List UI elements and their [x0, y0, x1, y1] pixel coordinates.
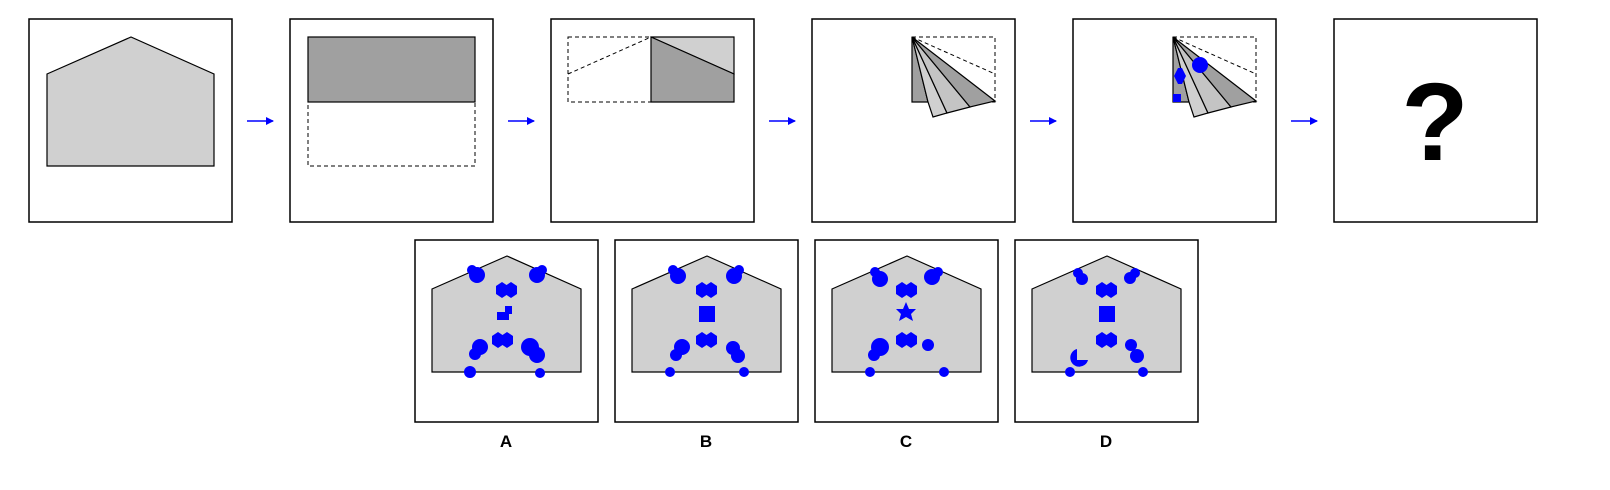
- option-d-holes: [1065, 268, 1148, 377]
- punch-hole-circle: [1192, 57, 1208, 73]
- punch-hole-square: [1173, 94, 1181, 102]
- question-mark: ?: [1401, 61, 1468, 184]
- question-frame: [1333, 18, 1538, 223]
- punch-hole-hexagon: [1174, 68, 1186, 84]
- fold-line: [1172, 36, 1257, 75]
- option-c-label: C: [900, 432, 912, 451]
- step-5-panel: [1072, 18, 1277, 223]
- question-panel: ?: [1333, 18, 1538, 223]
- paper-folded-half: [307, 36, 476, 103]
- option-b-holes: [665, 265, 749, 377]
- step-3-panel: [550, 18, 755, 223]
- option-d-label: D: [1100, 432, 1112, 451]
- option-a-holes: [464, 265, 547, 378]
- step-2-panel: [289, 18, 494, 223]
- paper-unfolded: [46, 36, 215, 167]
- option-a[interactable]: A: [414, 239, 599, 451]
- option-a-label: A: [500, 432, 512, 451]
- fold-line: [911, 36, 996, 75]
- option-b-label: B: [700, 432, 712, 451]
- option-c[interactable]: C: [814, 239, 999, 451]
- option-c-holes: [865, 267, 949, 377]
- fan-segment-4: [911, 36, 997, 108]
- fold-outline: [307, 101, 476, 167]
- option-b[interactable]: B: [614, 239, 799, 451]
- option-d[interactable]: D: [1014, 239, 1199, 451]
- step-4-panel: [811, 18, 1016, 223]
- paper-bottom-layer: [650, 36, 735, 103]
- fold-line: [567, 36, 652, 75]
- step-1-panel: [28, 18, 233, 223]
